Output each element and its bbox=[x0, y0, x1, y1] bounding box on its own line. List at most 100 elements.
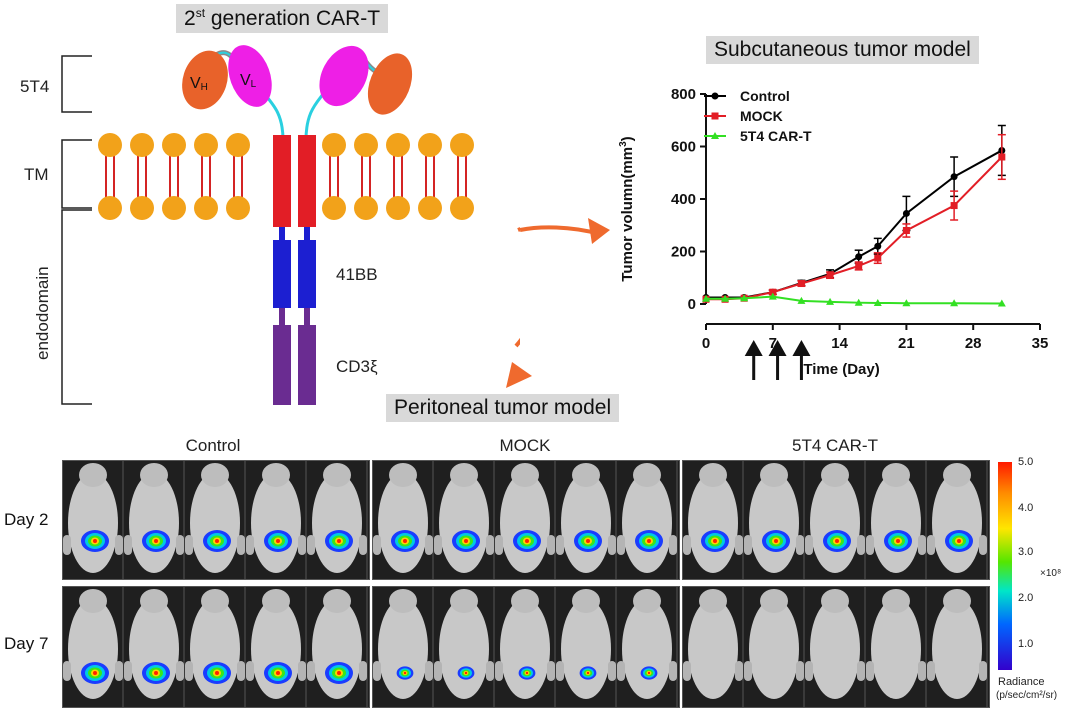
legend-label: Control bbox=[740, 88, 790, 104]
chart-legend: Control MOCK 5T4 CAR-T bbox=[704, 88, 812, 144]
mouse-body bbox=[749, 473, 799, 573]
x-tick-label: 21 bbox=[898, 335, 915, 352]
lipid-head-bottom bbox=[418, 196, 442, 220]
label-tm: TM bbox=[24, 165, 49, 184]
data-point bbox=[902, 227, 910, 234]
arrow-heads bbox=[506, 218, 610, 388]
mouse-body bbox=[439, 599, 489, 699]
group-title-control: Control bbox=[185, 436, 241, 455]
mouse-body bbox=[500, 473, 550, 573]
signal-domain-right bbox=[298, 325, 316, 405]
data-point bbox=[998, 153, 1006, 161]
data-point bbox=[826, 297, 835, 305]
mouse-body bbox=[622, 473, 672, 573]
lipid-head-top bbox=[194, 133, 218, 157]
legend-label: MOCK bbox=[740, 108, 783, 124]
lipid-head-top bbox=[450, 133, 474, 157]
mouse-body bbox=[439, 473, 489, 573]
imaging-panel bbox=[682, 586, 990, 708]
mouse-body bbox=[312, 473, 362, 573]
region-brackets bbox=[61, 55, 92, 405]
data-point bbox=[997, 299, 1006, 307]
lipid-head-top bbox=[226, 133, 250, 157]
title-sup: st bbox=[195, 6, 206, 20]
lipid-head-top bbox=[386, 133, 410, 157]
data-point bbox=[950, 202, 958, 210]
series-line bbox=[706, 295, 1002, 305]
mouse-body bbox=[129, 599, 179, 699]
data-point bbox=[797, 280, 805, 288]
vh-domain-left bbox=[182, 50, 228, 110]
lipid-tails bbox=[105, 155, 467, 198]
treatment-arrow-head bbox=[768, 340, 787, 356]
mouse-body bbox=[561, 473, 611, 573]
data-point bbox=[874, 254, 882, 262]
chart-ticks: 0 200 400 600 800 0 7 14 21 28 35 bbox=[671, 86, 1048, 352]
y-tick-label: 0 bbox=[688, 296, 696, 313]
data-point bbox=[950, 173, 958, 181]
label-41bb: 41BB bbox=[336, 265, 378, 284]
costim-domain-right bbox=[298, 240, 316, 308]
data-point bbox=[769, 288, 777, 296]
lipid-head-bottom bbox=[354, 196, 378, 220]
y-tick-label: 600 bbox=[671, 139, 696, 156]
lipid-head-bottom bbox=[226, 196, 250, 220]
peritoneal-label: Peritoneal tumor model bbox=[386, 394, 620, 422]
y-tick-label: 200 bbox=[671, 244, 696, 261]
subcutaneous-label: Subcutaneous tumor model bbox=[706, 36, 979, 64]
series-line bbox=[706, 149, 1003, 299]
data-point bbox=[797, 296, 806, 304]
arrow-head-right bbox=[588, 218, 610, 244]
title-rest: generation CAR-T bbox=[205, 7, 381, 30]
label-cd3: CD3ξ bbox=[336, 357, 378, 376]
radiance-colorbar bbox=[998, 462, 1012, 670]
bracket-5t4 bbox=[61, 55, 92, 113]
mouse-body bbox=[378, 599, 428, 699]
data-point bbox=[855, 253, 863, 261]
data-point bbox=[768, 292, 777, 300]
legend-label: 5T4 CAR-T bbox=[740, 128, 812, 144]
arrow-head-down bbox=[506, 362, 532, 388]
data-point bbox=[854, 298, 863, 306]
colorbar-tick-1: 1.0 bbox=[1018, 638, 1034, 650]
imaging-panel bbox=[372, 460, 680, 580]
vh-label: VH bbox=[190, 75, 208, 93]
mouse-body bbox=[190, 473, 240, 573]
data-point bbox=[826, 271, 834, 279]
lipid-head-bottom bbox=[322, 196, 346, 220]
lipid-head-bottom bbox=[130, 196, 154, 220]
lipid-head-top bbox=[98, 133, 122, 157]
x-tick-label: 14 bbox=[831, 335, 848, 352]
mouse-body bbox=[810, 473, 860, 573]
mouse-body bbox=[688, 599, 738, 699]
y-tick-label: 800 bbox=[671, 86, 696, 103]
treatment-arrows bbox=[744, 340, 811, 380]
treatment-arrow-head bbox=[744, 340, 763, 356]
series-line bbox=[706, 156, 1003, 301]
mouse-body bbox=[932, 473, 982, 573]
data-point bbox=[874, 242, 882, 250]
x-tick-label: 28 bbox=[965, 335, 982, 352]
mouse-body bbox=[561, 599, 611, 699]
mouse-body bbox=[932, 599, 982, 699]
data-point bbox=[702, 294, 710, 302]
lipid-head-bottom bbox=[450, 196, 474, 220]
imaging-panel bbox=[682, 460, 990, 580]
x-tick-label: 35 bbox=[1032, 335, 1049, 352]
colorbar-tick-5: 5.0 bbox=[1018, 456, 1034, 468]
imaging-panel bbox=[372, 586, 680, 708]
vl-domain-right bbox=[319, 45, 369, 107]
imaging-panel bbox=[62, 460, 370, 580]
lipid-heads bbox=[98, 133, 474, 220]
data-point bbox=[721, 294, 730, 302]
mouse-body bbox=[68, 473, 118, 573]
mouse-body bbox=[190, 599, 240, 699]
colorbar-subtitle: (p/sec/cm²/sr) bbox=[996, 690, 1058, 701]
mouse-body bbox=[68, 599, 118, 699]
lipid-head-top bbox=[322, 133, 346, 157]
title-base: 2 bbox=[184, 7, 196, 30]
costim-domain-left bbox=[273, 240, 291, 308]
lipid-head-bottom bbox=[194, 196, 218, 220]
mouse-body bbox=[378, 473, 428, 573]
tm-domain-left bbox=[273, 135, 291, 227]
